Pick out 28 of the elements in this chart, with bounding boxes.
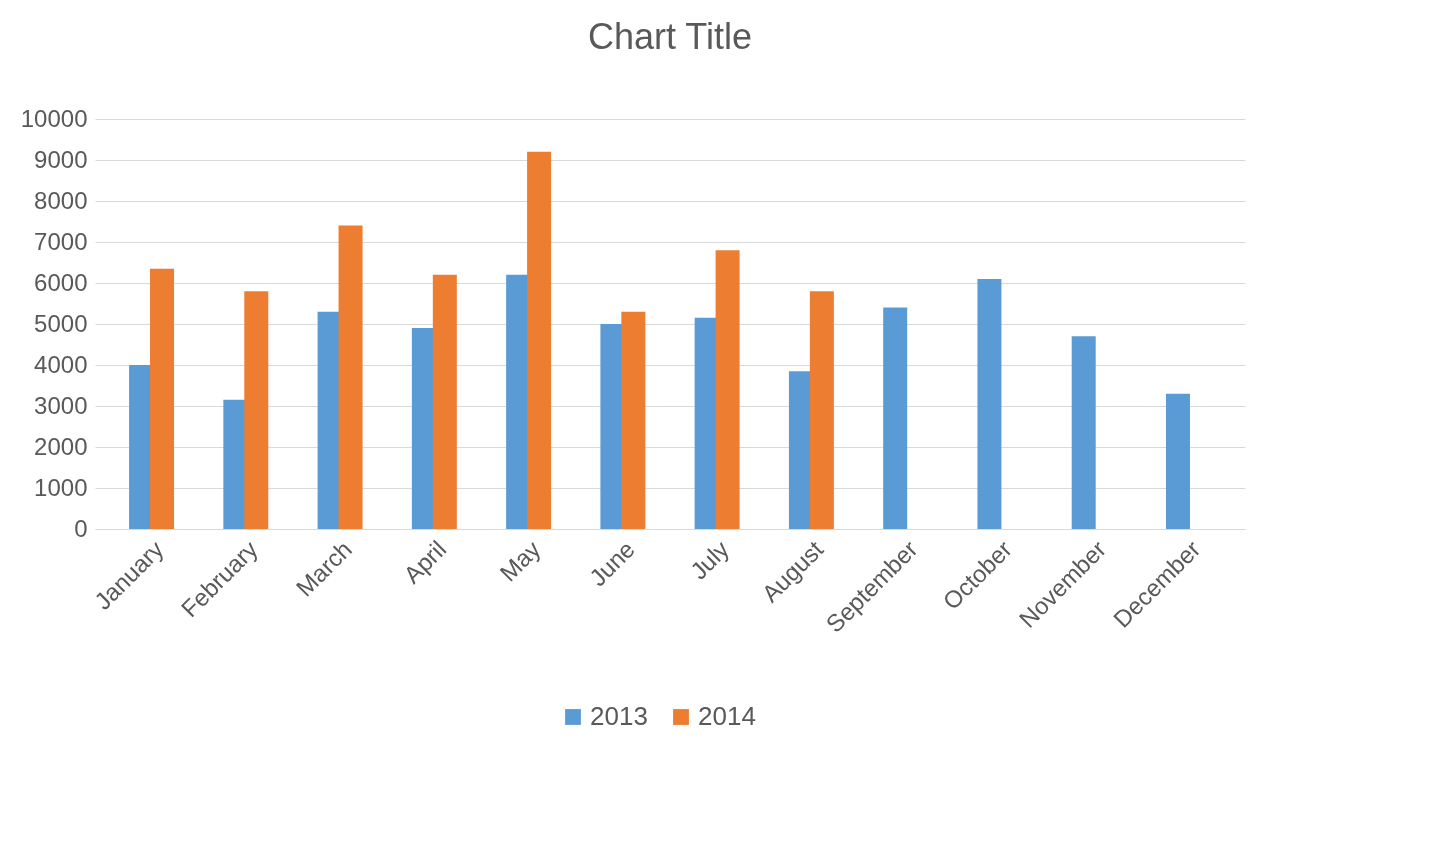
bar	[244, 291, 269, 529]
bar	[527, 151, 552, 529]
bar	[1165, 393, 1190, 529]
chart-title: Chart Title	[587, 16, 753, 57]
y-tick-label: 0	[74, 514, 88, 542]
bar	[977, 278, 1002, 529]
y-tick-label: 3000	[34, 391, 88, 419]
bar	[150, 268, 175, 529]
x-tick-label: May	[494, 535, 546, 587]
x-tick-label: July	[684, 535, 735, 585]
y-tick-label: 6000	[34, 268, 88, 296]
bar	[715, 250, 740, 529]
legend-label: 2013	[590, 701, 648, 731]
bar	[621, 311, 646, 529]
bar	[883, 307, 908, 529]
bar	[432, 274, 457, 529]
y-tick-label: 10000	[20, 104, 88, 132]
legend-label: 2014	[698, 701, 756, 731]
y-tick-label: 7000	[34, 227, 88, 255]
bar	[1071, 336, 1096, 529]
y-tick-label: 1000	[34, 473, 88, 501]
y-tick-label: 8000	[34, 186, 88, 214]
bar	[809, 291, 834, 529]
bar	[338, 225, 363, 529]
y-tick-label: 2000	[34, 432, 88, 460]
y-tick-label: 5000	[34, 309, 88, 337]
y-tick-label: 9000	[34, 145, 88, 173]
y-tick-label: 4000	[34, 350, 88, 378]
